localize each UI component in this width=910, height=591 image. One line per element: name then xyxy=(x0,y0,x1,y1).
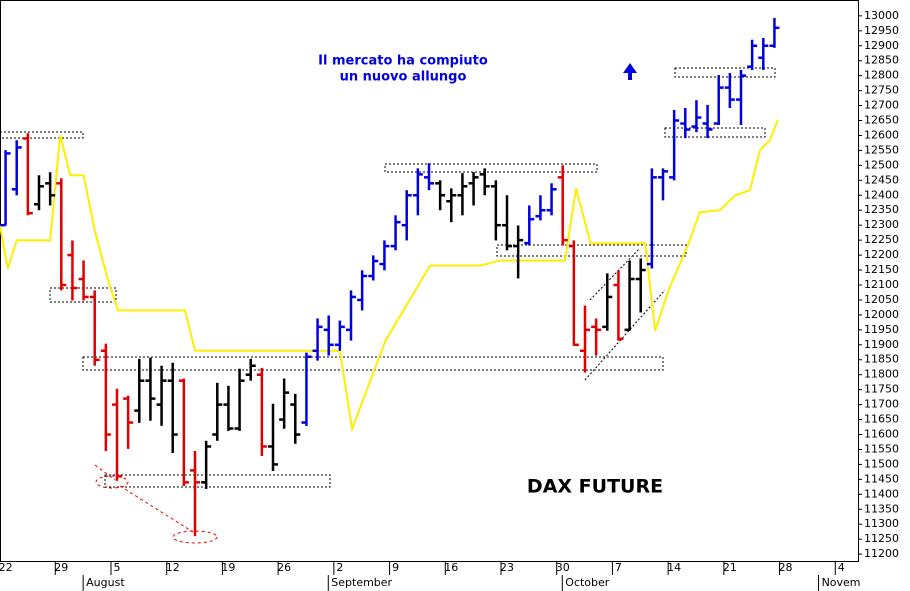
y-tick-label: 13000 xyxy=(864,9,899,22)
y-tick-label: 11250 xyxy=(864,532,899,545)
y-tick-label: 12400 xyxy=(864,188,899,201)
x-tick-label: 5 xyxy=(114,561,121,574)
month-label: August xyxy=(86,576,125,589)
y-tick-label: 11800 xyxy=(864,368,899,381)
y-tick-label: 11300 xyxy=(864,517,899,530)
y-tick-label: 12200 xyxy=(864,248,899,261)
annotation: un nuovo allungo xyxy=(340,70,467,85)
y-tick-label: 11700 xyxy=(864,398,899,411)
y-tick-label: 12350 xyxy=(864,203,899,216)
month-label: October xyxy=(565,576,609,589)
marks xyxy=(0,17,780,537)
y-tick-label: 12050 xyxy=(864,293,899,306)
x-tick-label: 7 xyxy=(615,561,622,574)
y-tick-label: 11400 xyxy=(864,487,899,500)
x-tick-label: 2 xyxy=(336,561,343,574)
y-tick-label: 11450 xyxy=(864,472,899,485)
x-tick-label: 26 xyxy=(277,561,291,574)
x-tick-label: 9 xyxy=(392,561,399,574)
y-tick-label: 12600 xyxy=(864,128,899,141)
y-tick-label: 12900 xyxy=(864,39,899,52)
y-tick-label: 12650 xyxy=(864,114,899,127)
y-tick-label: 12850 xyxy=(864,54,899,67)
y-tick-label: 11900 xyxy=(864,338,899,351)
x-tick-label: 4 xyxy=(838,561,845,574)
x-tick-label: 23 xyxy=(500,561,514,574)
y-tick-label: 12950 xyxy=(864,24,899,37)
month-label: Novem xyxy=(822,576,861,589)
y-tick-label: 12800 xyxy=(864,69,899,82)
x-tick-label: 12 xyxy=(166,561,180,574)
y-tick-label: 12450 xyxy=(864,173,899,186)
y-tick-label: 12250 xyxy=(864,233,899,246)
level-boxes xyxy=(0,67,776,544)
y-tick-label: 11500 xyxy=(864,457,899,470)
y-tick-label: 11950 xyxy=(864,323,899,336)
month-label: September xyxy=(331,576,392,589)
stop-line xyxy=(0,119,779,433)
y-tick-label: 12000 xyxy=(864,308,899,321)
y-tick-label: 12750 xyxy=(864,84,899,97)
y-tick-label: 12550 xyxy=(864,143,899,156)
y-tick-label: 11850 xyxy=(864,353,899,366)
y-tick-label: 11600 xyxy=(864,428,899,441)
x-tick-label: 14 xyxy=(667,561,681,574)
y-tick-label: 11550 xyxy=(864,442,899,455)
x-tick-label: 19 xyxy=(221,561,235,574)
y-tick-label: 12300 xyxy=(864,218,899,231)
x-tick-label: 30 xyxy=(556,561,570,574)
y-tick-label: 12700 xyxy=(864,99,899,112)
y-tick-label: 11750 xyxy=(864,383,899,396)
x-tick-label: 22 xyxy=(0,561,13,574)
x-tick-label: 28 xyxy=(779,561,793,574)
up-arrow xyxy=(623,63,637,80)
x-tick-label: 16 xyxy=(444,561,458,574)
y-tick-label: 11650 xyxy=(864,413,899,426)
x-tick-label: 29 xyxy=(54,561,68,574)
y-tick-label: 11200 xyxy=(864,547,899,560)
y-tick-label: 12150 xyxy=(864,263,899,276)
chart-label: DAX FUTURE xyxy=(527,476,663,498)
annotation: Il mercato ha compiuto xyxy=(318,54,488,69)
y-tick-label: 11350 xyxy=(864,502,899,515)
x-tick-label: 21 xyxy=(723,561,737,574)
y-tick-label: 12100 xyxy=(864,278,899,291)
plot-frame xyxy=(0,0,859,562)
y-tick-label: 12500 xyxy=(864,158,899,171)
